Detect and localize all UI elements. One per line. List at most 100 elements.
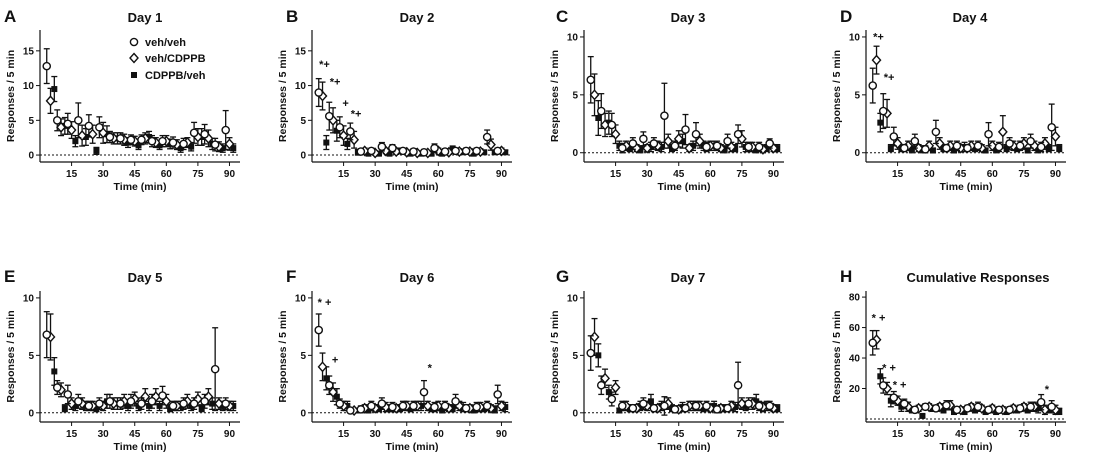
y-axis-label: Responses / 5 min (5, 310, 17, 402)
data-point-veh-veh (691, 129, 701, 139)
data-point-veh-veh (702, 401, 711, 411)
data-point-veh-cdppb (422, 400, 433, 412)
data-point-veh-veh (367, 401, 376, 411)
data-point-veh-veh (628, 139, 638, 148)
data-point-veh-veh (1015, 141, 1025, 151)
significance-marker: * + (318, 297, 332, 309)
y-tick-label: 10 (849, 32, 861, 43)
data-point-veh-veh (660, 401, 669, 411)
data-point-veh-veh (158, 136, 167, 146)
data-point-veh-veh (723, 136, 732, 146)
data-point-veh-veh (1036, 397, 1046, 407)
data-point-veh-veh (63, 119, 73, 129)
data-point-veh-cdppb (642, 142, 653, 154)
data-point-cdppb-veh (982, 147, 989, 154)
data-point-veh-veh (461, 146, 471, 156)
x-tick-label: 90 (224, 169, 236, 180)
data-point-cdppb-veh (679, 138, 686, 145)
x-tick-label: 15 (610, 429, 622, 440)
data-point-veh-veh (419, 387, 429, 397)
x-tick-label: 15 (66, 429, 78, 440)
y-tick-label: 10 (23, 293, 35, 304)
legend-marker-circle (129, 37, 139, 47)
data-point-cdppb-veh (146, 402, 153, 409)
data-point-veh-cdppb (45, 95, 56, 107)
data-point-veh-veh (137, 399, 146, 408)
data-point-veh-veh (409, 147, 418, 156)
data-point-veh-veh (660, 111, 669, 120)
y-tick-label: 0 (854, 148, 860, 159)
data-point-veh-veh (137, 135, 146, 145)
data-point-veh-veh (639, 399, 648, 408)
data-point-veh-veh (900, 399, 909, 409)
x-tick-label: 30 (924, 429, 936, 440)
data-point-cdppb-veh (72, 138, 79, 145)
data-point-cdppb-veh (72, 402, 79, 409)
data-point-veh-veh (942, 400, 951, 410)
data-point-veh-veh (765, 139, 774, 148)
data-point-veh-cdppb (934, 137, 945, 150)
x-tick-label: 45 (129, 169, 141, 180)
x-tick-label: 30 (642, 169, 654, 180)
y-tick-label: 0 (572, 408, 578, 419)
data-point-veh-veh (868, 338, 878, 348)
data-point-veh-veh (952, 141, 962, 151)
y-tick-label: 15 (295, 46, 307, 57)
data-point-cdppb-veh (61, 405, 68, 412)
data-point-veh-veh (147, 136, 157, 146)
data-point-cdppb-veh (146, 133, 153, 140)
data-point-veh-veh (398, 146, 408, 156)
y-axis-label: Responses / 5 min (831, 50, 843, 142)
data-point-veh-veh (472, 402, 481, 412)
panel-d: D Day 4 0 5 10 15 30 45 60 75 90 Time (min) Response… (831, 7, 1066, 193)
data-point-cdppb-veh (188, 143, 195, 150)
x-tick-label: 75 (464, 169, 476, 180)
data-point-veh-veh (984, 405, 993, 415)
x-tick-label: 45 (673, 169, 685, 180)
panel-title: Day 1 (128, 10, 163, 25)
significance-marker: * (1045, 384, 1050, 396)
data-point-veh-veh (377, 142, 387, 152)
x-tick-label: 30 (370, 169, 382, 180)
data-point-veh-veh (889, 393, 899, 402)
x-tick-label: 45 (401, 169, 413, 180)
data-point-cdppb-veh (93, 405, 100, 412)
data-point-veh-veh (356, 147, 366, 156)
data-point-veh-veh (105, 132, 115, 142)
data-point-veh-veh (168, 138, 178, 147)
x-tick-label: 15 (892, 429, 904, 440)
data-point-veh-veh (324, 380, 334, 390)
panel-title: Day 5 (128, 270, 163, 285)
y-tick-label: 10 (295, 293, 307, 304)
data-point-cdppb-veh (156, 142, 163, 149)
data-point-veh-veh (451, 146, 460, 156)
data-point-cdppb-veh (333, 393, 340, 400)
data-point-veh-veh (210, 140, 220, 149)
data-point-cdppb-veh (177, 145, 184, 152)
x-tick-label: 75 (1018, 429, 1030, 440)
data-point-veh-cdppb (684, 142, 695, 154)
data-point-veh-cdppb (224, 138, 235, 150)
data-point-veh-veh (963, 143, 972, 153)
data-point-veh-veh (649, 403, 659, 413)
data-point-veh-veh (398, 401, 408, 411)
panel-title: Day 2 (400, 10, 435, 25)
data-point-veh-veh (1047, 402, 1056, 412)
data-point-veh-veh (723, 403, 732, 413)
x-tick-label: 75 (192, 169, 204, 180)
data-point-veh-cdppb (663, 135, 674, 147)
data-point-veh-veh (994, 405, 1004, 415)
data-point-veh-veh (200, 397, 209, 406)
data-point-veh-veh (74, 116, 83, 125)
x-axis-label: Time (min) (114, 441, 167, 453)
panel-f: F Day 6 0 5 10 15 30 45 60 75 90 Time (min) Response… (277, 267, 512, 453)
data-point-cdppb-veh (929, 147, 936, 154)
panel-e: E Day 5 0 5 10 15 30 45 60 75 90 Time (min) Response… (4, 267, 240, 453)
data-point-veh-veh (973, 402, 983, 412)
data-point-cdppb-veh (156, 402, 163, 409)
x-tick-label: 90 (496, 429, 508, 440)
y-tick-label: 10 (23, 81, 35, 92)
data-point-cdppb-veh (626, 145, 633, 152)
data-point-veh-cdppb (871, 54, 882, 66)
data-point-veh-cdppb (997, 126, 1008, 138)
